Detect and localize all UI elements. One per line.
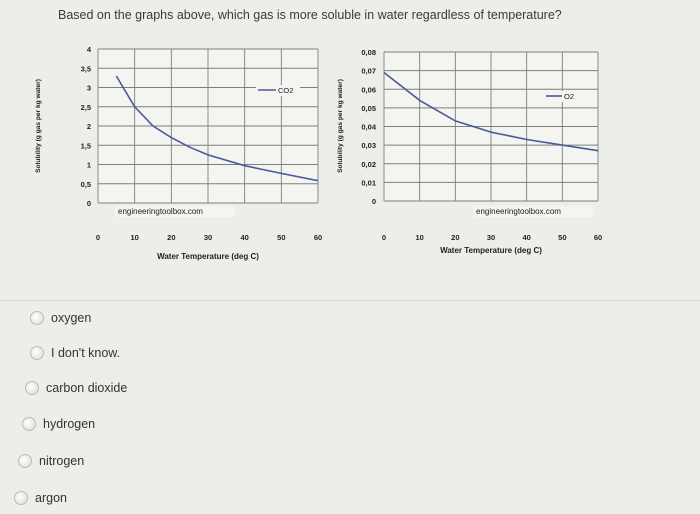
x-tick-label: 10 <box>415 233 423 242</box>
o2-solubility-chart: 0 0,01 0,02 0,03 0,04 0,05 0,06 0,07 0,08 0 10 20 30… <box>337 48 602 255</box>
watermark-text: engineeringtoolbox.com <box>118 207 203 216</box>
divider <box>0 300 700 301</box>
radio-button[interactable] <box>14 491 28 505</box>
y-axis-label: Solubility (g gas per kg water) <box>337 79 344 173</box>
x-axis-label: Water Temperature (deg C) <box>440 246 542 255</box>
y-tick-label: 4 <box>87 45 92 54</box>
y-tick-label: 0,5 <box>81 180 91 189</box>
x-tick-label: 30 <box>204 233 212 242</box>
y-tick-label: 0 <box>372 197 376 206</box>
x-tick-label: 60 <box>594 233 602 242</box>
x-tick-label: 60 <box>314 233 322 242</box>
y-axis-label: Solubility (g gas per kg water) <box>35 79 42 173</box>
radio-button[interactable] <box>25 381 39 395</box>
y-tick-label: 0 <box>87 199 91 208</box>
option-hydrogen[interactable]: hydrogen <box>22 417 95 431</box>
option-oxygen[interactable]: oxygen <box>30 311 91 325</box>
y-tick-label: 1 <box>87 161 91 170</box>
option-label: argon <box>35 491 67 505</box>
option-argon[interactable]: argon <box>14 491 67 505</box>
y-tick-label: 3 <box>87 84 91 93</box>
x-tick-label: 50 <box>277 233 285 242</box>
x-tick-label: 20 <box>451 233 459 242</box>
y-tick-label: 0,03 <box>361 141 376 150</box>
y-tick-label: 0,02 <box>361 160 376 169</box>
option-i-dont-know[interactable]: I don't know. <box>30 346 120 360</box>
y-tick-label: 0,06 <box>361 85 376 94</box>
x-tick-label: 50 <box>558 233 566 242</box>
x-tick-label: 40 <box>240 233 248 242</box>
watermark-box <box>115 206 235 217</box>
y-tick-label: 2,5 <box>81 103 91 112</box>
y-tick-label: 0,08 <box>361 48 376 57</box>
series-line <box>115 75 319 182</box>
y-tick-label: 0,07 <box>361 67 376 76</box>
option-label: oxygen <box>51 311 92 325</box>
radio-button[interactable] <box>18 454 32 468</box>
option-label: I don't know. <box>51 346 121 360</box>
option-label: hydrogen <box>43 417 96 431</box>
legend-label: CO2 <box>278 86 293 95</box>
x-tick-label: 40 <box>522 233 530 242</box>
y-tick-label: 0,05 <box>361 104 376 113</box>
x-tick-label: 30 <box>487 233 495 242</box>
legend-box <box>256 85 300 96</box>
x-axis-label: Water Temperature (deg C) <box>157 252 259 261</box>
radio-button[interactable] <box>30 311 44 325</box>
watermark-text: engineeringtoolbox.com <box>476 207 561 216</box>
x-tick-label: 0 <box>96 233 100 242</box>
legend-label: O2 <box>564 92 574 101</box>
option-nitrogen[interactable]: nitrogen <box>18 454 84 468</box>
question-text: Based on the graphs above, which gas is … <box>58 8 562 22</box>
legend-box <box>544 91 586 102</box>
y-tick-label: 0,04 <box>361 123 376 132</box>
x-tick-label: 20 <box>167 233 175 242</box>
x-tick-label: 10 <box>130 233 138 242</box>
radio-button[interactable] <box>30 346 44 360</box>
y-tick-label: 3,5 <box>81 64 91 73</box>
series-line <box>383 71 599 152</box>
y-tick-label: 0,01 <box>361 178 376 187</box>
radio-button[interactable] <box>22 417 36 431</box>
y-tick-label: 2 <box>87 122 91 131</box>
option-label: carbon dioxide <box>46 381 128 395</box>
x-tick-label: 0 <box>382 233 386 242</box>
watermark-box <box>473 206 593 217</box>
option-label: nitrogen <box>39 454 85 468</box>
y-tick-label: 1,5 <box>81 141 91 150</box>
option-carbon-dioxide[interactable]: carbon dioxide <box>25 381 127 395</box>
